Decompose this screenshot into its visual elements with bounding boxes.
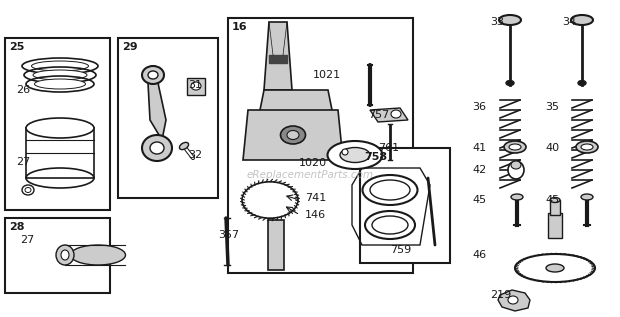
Text: 45: 45 <box>472 195 486 205</box>
Ellipse shape <box>287 131 299 139</box>
Text: 45: 45 <box>545 195 559 205</box>
Text: 1021: 1021 <box>313 70 341 80</box>
Text: 741: 741 <box>305 193 326 203</box>
Text: 761: 761 <box>378 143 399 153</box>
Ellipse shape <box>71 245 125 265</box>
Circle shape <box>342 149 348 155</box>
Ellipse shape <box>242 182 298 218</box>
Polygon shape <box>187 78 205 95</box>
Ellipse shape <box>327 141 383 169</box>
Ellipse shape <box>508 296 518 304</box>
Ellipse shape <box>504 141 526 153</box>
Ellipse shape <box>61 250 69 260</box>
Text: 27: 27 <box>20 235 34 245</box>
Bar <box>360 148 450 263</box>
Ellipse shape <box>571 15 593 25</box>
Text: 759: 759 <box>390 245 411 255</box>
Text: 42: 42 <box>472 165 486 175</box>
Ellipse shape <box>33 70 87 80</box>
Ellipse shape <box>56 245 74 265</box>
Ellipse shape <box>576 141 598 153</box>
Text: 357: 357 <box>218 230 239 240</box>
Polygon shape <box>243 110 343 160</box>
Ellipse shape <box>515 254 595 282</box>
Ellipse shape <box>340 147 370 163</box>
Ellipse shape <box>511 194 523 200</box>
Ellipse shape <box>35 79 86 89</box>
Text: 758: 758 <box>364 152 387 162</box>
Ellipse shape <box>509 144 521 150</box>
Ellipse shape <box>26 118 94 138</box>
Text: 25: 25 <box>9 42 24 52</box>
Text: 33: 33 <box>490 17 504 27</box>
Text: 28: 28 <box>9 222 25 232</box>
Ellipse shape <box>142 66 164 84</box>
Text: 146: 146 <box>305 210 326 220</box>
Text: 29: 29 <box>122 42 138 52</box>
Text: 31: 31 <box>188 80 202 90</box>
Bar <box>5 218 110 293</box>
Ellipse shape <box>581 194 593 200</box>
Text: 40: 40 <box>545 143 559 153</box>
Polygon shape <box>264 22 292 90</box>
Text: 32: 32 <box>188 150 202 160</box>
Text: 34: 34 <box>562 17 576 27</box>
Ellipse shape <box>550 197 560 203</box>
Text: 26: 26 <box>16 85 30 95</box>
Ellipse shape <box>150 142 164 154</box>
Ellipse shape <box>142 135 172 161</box>
Bar <box>118 38 218 198</box>
Ellipse shape <box>148 71 158 79</box>
Bar <box>5 38 110 210</box>
Text: 41: 41 <box>472 143 486 153</box>
Ellipse shape <box>506 81 514 86</box>
Text: 219: 219 <box>490 290 511 300</box>
Ellipse shape <box>191 82 201 90</box>
Polygon shape <box>498 290 530 311</box>
Bar <box>550 200 560 215</box>
Bar <box>548 213 562 238</box>
Ellipse shape <box>511 161 521 169</box>
Text: 16: 16 <box>232 22 247 32</box>
Text: 35: 35 <box>545 102 559 112</box>
Ellipse shape <box>581 144 593 150</box>
Ellipse shape <box>391 110 401 118</box>
Bar <box>26 128 94 178</box>
Text: eReplacementParts.com: eReplacementParts.com <box>246 170 374 180</box>
Text: 757: 757 <box>368 110 389 120</box>
Bar <box>228 18 413 273</box>
Text: 1020: 1020 <box>299 158 327 168</box>
Ellipse shape <box>32 61 89 71</box>
Bar <box>269 55 287 63</box>
Text: 46: 46 <box>472 250 486 260</box>
Polygon shape <box>259 90 333 115</box>
Polygon shape <box>148 83 166 140</box>
Ellipse shape <box>508 161 524 179</box>
Text: 36: 36 <box>472 102 486 112</box>
Ellipse shape <box>179 142 188 150</box>
Ellipse shape <box>578 81 586 86</box>
Polygon shape <box>370 108 408 122</box>
Ellipse shape <box>280 126 306 144</box>
Ellipse shape <box>499 15 521 25</box>
Ellipse shape <box>546 264 564 272</box>
Text: 27: 27 <box>16 157 30 167</box>
Polygon shape <box>268 220 284 270</box>
